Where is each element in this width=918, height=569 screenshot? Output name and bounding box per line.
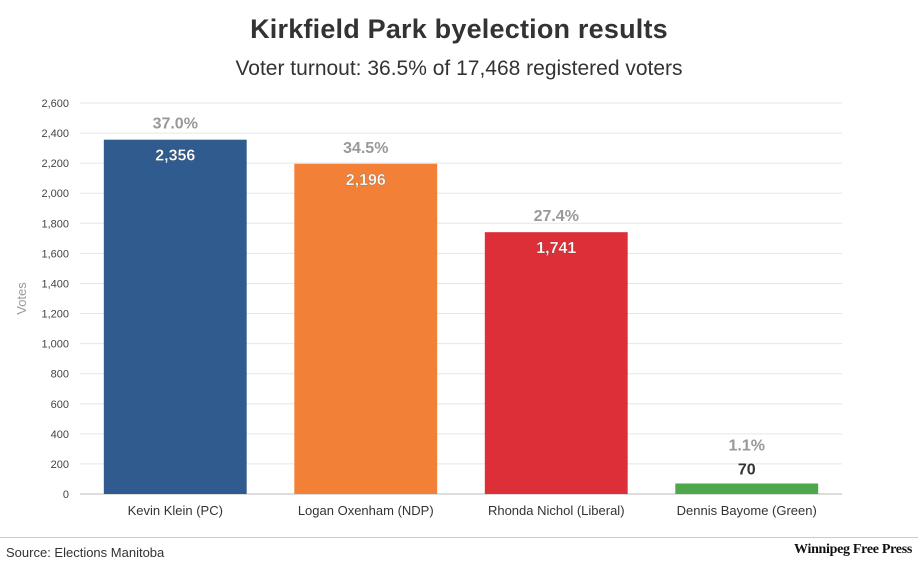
y-tick-label: 1,600 xyxy=(41,248,69,260)
y-tick-label: 200 xyxy=(51,459,69,471)
x-tick-label: Kevin Klein (PC) xyxy=(128,503,223,518)
bar-percent-label: 27.4% xyxy=(534,208,579,225)
chart-subtitle: Voter turnout: 36.5% of 17,468 registere… xyxy=(235,57,683,80)
y-axis-label: Votes xyxy=(14,282,29,315)
publisher-logo: Winnipeg Free Press xyxy=(794,542,912,557)
source-note: Source: Elections Manitoba xyxy=(6,545,165,560)
bar xyxy=(675,483,819,494)
bar xyxy=(484,232,628,494)
y-tick-label: 1,000 xyxy=(41,339,69,351)
y-tick-label: 0 xyxy=(63,489,69,501)
x-tick-label: Logan Oxenham (NDP) xyxy=(298,503,434,518)
y-tick-label: 2,600 xyxy=(41,98,69,110)
bar-percent-label: 37.0% xyxy=(153,116,198,133)
chart-title: Kirkfield Park byelection results xyxy=(250,14,668,44)
bar-value-label: 70 xyxy=(738,461,756,478)
x-tick-label: Rhonda Nichol (Liberal) xyxy=(488,503,625,518)
bar xyxy=(103,139,247,494)
bar xyxy=(294,163,438,495)
y-tick-label: 400 xyxy=(51,429,69,441)
footer-divider xyxy=(0,537,918,538)
bar-value-label: 2,196 xyxy=(346,172,386,189)
y-tick-label: 800 xyxy=(51,369,69,381)
y-tick-label: 2,000 xyxy=(41,188,69,200)
y-tick-label: 2,400 xyxy=(41,128,69,140)
bar-value-label: 2,356 xyxy=(155,148,195,165)
y-tick-label: 2,200 xyxy=(41,158,69,170)
bar-value-label: 1,741 xyxy=(536,240,576,257)
bar-percent-label: 34.5% xyxy=(343,140,388,157)
bar-percent-label: 1.1% xyxy=(729,437,765,454)
y-tick-label: 1,800 xyxy=(41,218,69,230)
x-tick-label: Dennis Bayome (Green) xyxy=(677,503,817,518)
y-tick-label: 600 xyxy=(51,399,69,411)
y-tick-label: 1,200 xyxy=(41,309,69,321)
y-tick-label: 1,400 xyxy=(41,278,69,290)
